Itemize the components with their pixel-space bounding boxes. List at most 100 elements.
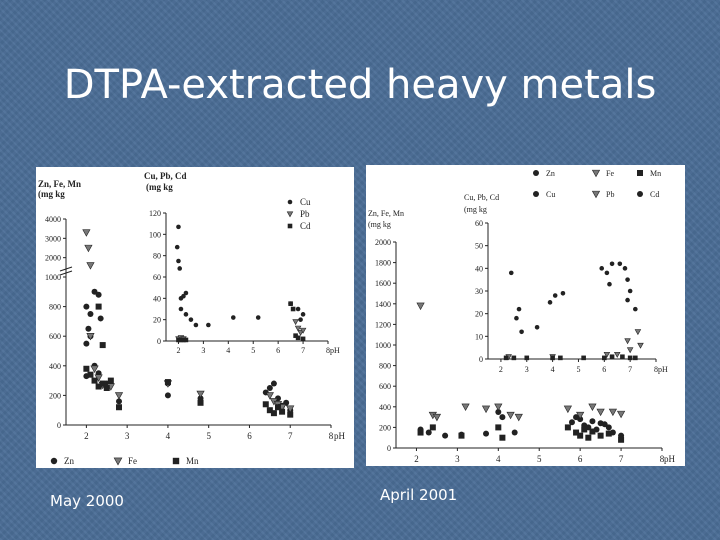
inset-point-cu — [188, 317, 194, 322]
inset-y-tick-label: 100 — [149, 230, 161, 239]
inset-ylabel-line1: Cu, Pb, Cd — [144, 171, 187, 181]
main-ylabel-line2: (mg kg — [368, 220, 391, 229]
inset-point-cu — [183, 290, 189, 296]
data-point-zn — [83, 303, 90, 310]
inset-point-cu — [633, 306, 638, 312]
inset-point-cu — [560, 290, 566, 296]
data-point-fe — [84, 244, 93, 253]
inset-ylabel-line1: Cu, Pb, Cd — [464, 193, 499, 202]
data-point-fe — [576, 411, 585, 420]
inset-point-cd — [183, 337, 189, 343]
inset-y-tick-label: 60 — [153, 273, 161, 282]
main-ylabel-line1: Zn, Fe, Mn — [38, 179, 81, 189]
main-y-tick-label: 0 — [387, 444, 391, 453]
legend-marker-mn — [637, 170, 643, 176]
data-point-mn — [564, 424, 571, 431]
data-point-mn — [605, 430, 612, 437]
main-x-tick-label: 2 — [414, 454, 419, 464]
inset-point-cd — [288, 301, 293, 306]
legend-label-cd: Cd — [650, 190, 659, 199]
main-y-tick-label: 1000 — [45, 273, 61, 282]
data-point-fe — [86, 333, 95, 341]
data-point-fe — [86, 262, 95, 270]
inset-y-tick-label: 40 — [475, 264, 483, 273]
inset-point-cd — [524, 355, 530, 361]
data-point-zn — [116, 398, 122, 405]
data-point-mn — [585, 434, 592, 441]
inset-point-cd — [178, 337, 184, 343]
main-y-tick-label: 1600 — [375, 279, 391, 288]
data-point-zn — [589, 418, 596, 425]
data-point-fe — [265, 392, 274, 400]
inset-point-cd — [633, 355, 638, 361]
inset-point-cd — [581, 355, 586, 361]
data-point-fe — [514, 413, 523, 422]
inset-point-cd — [627, 355, 633, 361]
inset-point-pb — [294, 325, 302, 332]
inset-x-tick-label: 4 — [551, 365, 555, 374]
main-x-tick-label: 5 — [206, 431, 211, 441]
legend-label-mn: Mn — [186, 456, 199, 466]
main-x-tick-label: 7 — [619, 454, 624, 464]
data-point-fe — [82, 229, 91, 237]
inset-point-pb — [292, 319, 299, 326]
inset-point-pb — [626, 347, 634, 354]
legend-marker-zn — [50, 457, 58, 465]
main-x-tick-label: 8 — [660, 454, 665, 464]
data-point-mn — [262, 401, 269, 408]
inset-point-cu — [206, 322, 211, 328]
data-point-zn — [85, 325, 92, 332]
data-point-zn — [605, 424, 612, 431]
data-point-mn — [597, 432, 604, 439]
data-point-mn — [266, 407, 273, 414]
inset-point-cu — [625, 277, 630, 282]
main-y-tick-label: 4000 — [45, 215, 61, 224]
data-point-zn — [511, 429, 518, 436]
main-x-tick-label: 7 — [288, 431, 293, 441]
inset-point-cu — [547, 300, 553, 305]
data-point-mn — [573, 429, 580, 436]
data-point-fe — [481, 405, 491, 414]
inset-point-cu — [625, 297, 630, 303]
data-point-mn — [499, 434, 506, 441]
inset-point-cu — [514, 315, 519, 321]
inset-point-cu — [607, 281, 612, 287]
data-point-fe — [196, 390, 205, 399]
inset-y-tick-label: 120 — [149, 209, 161, 218]
data-point-mn — [107, 377, 114, 384]
inset-point-cd — [558, 355, 563, 361]
main-x-tick-label: 8 — [329, 431, 334, 441]
main-x-tick-label: 4 — [166, 431, 171, 441]
slide-title: DTPA-extracted heavy metals — [63, 62, 657, 108]
data-point-mn — [618, 436, 625, 443]
main-x-tick-label: 6 — [578, 454, 583, 464]
inset-point-cd — [620, 354, 625, 360]
data-point-fe — [432, 413, 442, 422]
inset-x-label: pH — [658, 365, 668, 374]
inset-y-tick-label: 0 — [479, 355, 483, 364]
inset-point-cu — [230, 315, 236, 320]
data-point-mn — [164, 379, 171, 386]
inset-point-cd — [602, 355, 607, 361]
inset-point-cd — [550, 355, 555, 361]
data-point-fe — [596, 408, 605, 417]
inset-x-tick-label: 3 — [525, 365, 529, 374]
inset-point-cu — [622, 266, 628, 271]
inset-x-tick-label: 4 — [226, 346, 230, 355]
inset-point-cu — [599, 266, 605, 271]
legend-label-cu: Cu — [546, 190, 555, 199]
main-y-tick-label: 1800 — [375, 259, 391, 268]
inset-point-cu — [300, 312, 306, 317]
legend-label-fe: Fe — [606, 169, 614, 178]
data-point-zn — [425, 429, 432, 436]
data-point-fe — [494, 403, 503, 412]
inset-point-pb — [613, 351, 621, 358]
legend-marker-fe — [113, 457, 123, 466]
inset-point-cu — [617, 261, 623, 267]
data-point-fe — [461, 403, 470, 412]
data-point-mn — [91, 377, 98, 384]
inset-x-tick-label: 6 — [602, 365, 606, 374]
inset-point-cd — [176, 337, 181, 343]
inset-point-pb — [299, 327, 307, 334]
data-point-fe — [563, 405, 572, 414]
